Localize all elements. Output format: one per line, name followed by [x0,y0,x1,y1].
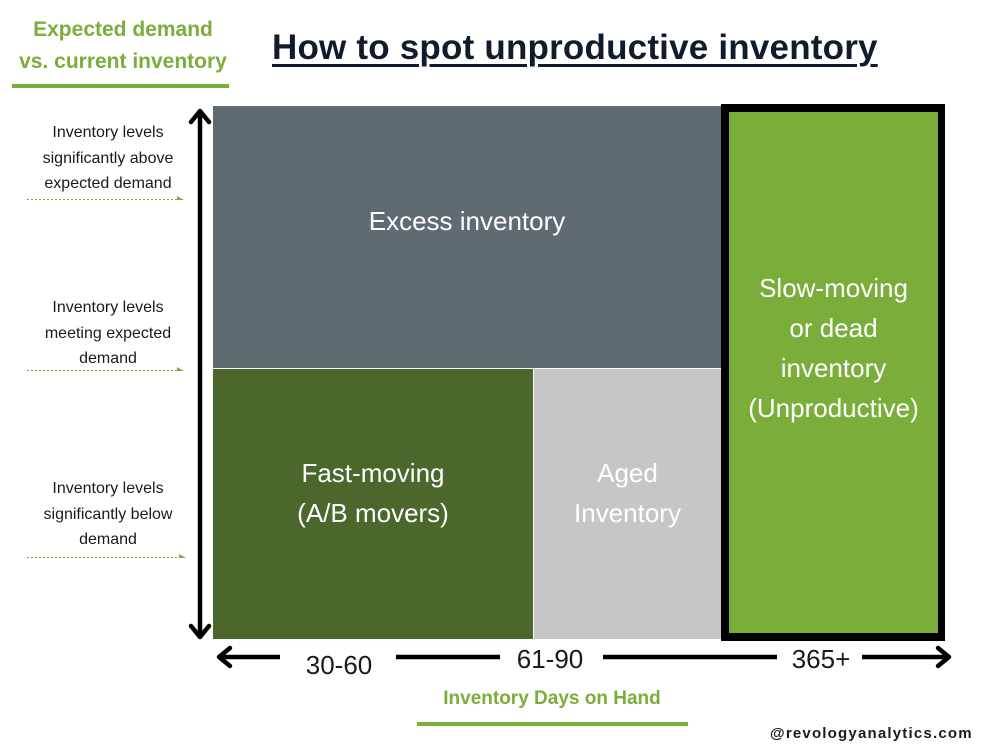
slow-moving-label: Slow-moving or dead inventory (Unproduct… [748,268,919,428]
y-label-above-line1: Inventory levels [52,124,164,141]
x-axis-title: Inventory Days on Hand [443,688,661,709]
x-tick-30-60: 30-60 [305,650,373,680]
y-label-meeting: Inventory levels meeting expected demand [8,295,208,372]
y-label-above-line3: expected demand [44,175,172,192]
watermark: @revologyanalytics.com [770,725,973,742]
horizontal-axis-line [216,645,952,669]
x-tick-365-plus: 365+ [791,644,851,674]
y-label-below-line1: Inventory levels [52,480,164,497]
fast-moving-label-line1: Fast-moving [301,458,445,488]
y-label-above-line2: significantly above [42,149,174,167]
dotted-arrow-icon [27,554,186,558]
y-label-above: Inventory levels significantly above exp… [8,120,208,197]
slow-moving-quadrant: Slow-moving or dead inventory (Unproduct… [729,112,938,633]
y-axis-title-line1: Expected demand [33,18,213,41]
x-axis-title-underline [417,722,688,726]
dotted-arrow-icon [27,367,184,371]
vertical-double-arrow-icon [188,108,212,640]
page-title: How to spot unproductive inventory [272,28,878,67]
y-label-meeting-line1: Inventory levels [52,299,164,316]
aged-label-line2: Inventory [574,498,681,528]
aged-inventory-quadrant: Aged Inventory [534,369,721,639]
y-label-meeting-line3: demand [79,350,137,367]
aged-inventory-label: Aged Inventory [574,453,681,533]
y-axis-title: Expected demand vs. current inventory [0,14,246,78]
y-label-meeting-line2: meeting expected [44,324,172,342]
excess-inventory-quadrant: Excess inventory [213,106,721,368]
aged-label-line1: Aged [597,458,658,488]
fast-moving-quadrant: Fast-moving (A/B movers) [213,369,533,639]
fast-moving-label-line2: (A/B movers) [297,498,449,528]
y-label-below: Inventory levels significantly below dem… [8,476,208,553]
y-axis-title-line2: vs. current inventory [19,50,227,73]
y-label-below-line2: significantly below [43,505,173,523]
fast-moving-label: Fast-moving (A/B movers) [297,453,449,533]
excess-inventory-label: Excess inventory [368,206,566,236]
slow-label-line2: or dead [789,312,878,343]
slow-label-line1: Slow-moving [759,272,908,303]
x-tick-61-90: 61-90 [516,644,584,674]
dotted-arrow-icon [27,196,184,200]
y-label-below-line3: demand [79,531,137,548]
slow-label-line3: inventory [780,352,887,383]
slow-label-line4: (Unproductive) [748,392,919,423]
y-axis-title-underline [12,84,229,88]
